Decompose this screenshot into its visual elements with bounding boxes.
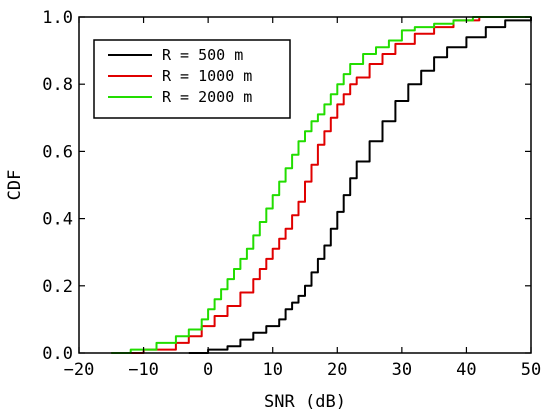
y-axis-title: CDF	[5, 170, 25, 201]
x-tick-label: 0	[203, 360, 213, 380]
x-tick-label: 10	[262, 360, 282, 380]
x-tick-label: 20	[327, 360, 347, 380]
x-tick-label: 40	[456, 360, 476, 380]
legend-label: R = 1000 m	[162, 67, 252, 85]
legend-label: R = 2000 m	[162, 88, 252, 106]
x-axis-title: SNR (dB)	[264, 392, 346, 412]
y-tick-label: 0.0	[42, 344, 73, 364]
y-tick-label: 0.8	[42, 75, 73, 95]
y-tick-label: 1.0	[42, 8, 73, 28]
plot-frame	[78, 16, 532, 354]
y-tick-label: 0.6	[42, 142, 73, 162]
legend-label: R = 500 m	[162, 46, 243, 64]
x-tick-label: −20	[64, 360, 95, 380]
series-line-3	[111, 16, 531, 354]
series-layer	[111, 16, 532, 354]
ticks-layer: −20 −10 0 10 20 30 40 50 0.0 0.2 0.4 0.6 0.8 1.0	[42, 8, 541, 380]
legend-box	[93, 39, 291, 119]
series-line-2	[111, 17, 481, 354]
x-tick-label: 50	[521, 360, 541, 380]
x-tick-label: 30	[392, 360, 412, 380]
legend: R = 500 m R = 1000 m R = 2000 m	[93, 39, 291, 119]
series-line-1	[188, 17, 532, 354]
y-tick-label: 0.2	[42, 277, 73, 297]
x-tick-label: −10	[128, 360, 159, 380]
y-tick-label: 0.4	[42, 210, 73, 230]
